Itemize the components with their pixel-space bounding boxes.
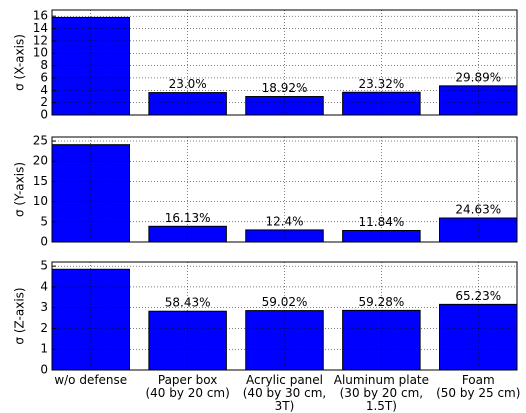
- y-tick-label: 0: [40, 363, 48, 377]
- x-tick-label-line: 1.5T): [366, 399, 397, 413]
- y-tick-label: 10: [33, 194, 48, 208]
- y-tick-label: 3: [40, 300, 48, 314]
- x-tick-label: w/o defense: [54, 373, 127, 387]
- y-tick-label: 25: [33, 134, 48, 148]
- bar-annotation: 12.4%: [265, 214, 303, 228]
- bar-annotation: 16.13%: [165, 211, 211, 225]
- bar-annotation: 59.28%: [358, 295, 404, 309]
- y-axis-label: σ (X-axis): [13, 34, 27, 91]
- y-tick-label: 6: [40, 70, 48, 84]
- plot-frame: [51, 9, 518, 116]
- plot-frame: [51, 136, 518, 243]
- y-tick-label: 12: [33, 33, 48, 47]
- bar: [51, 144, 130, 243]
- y-tick-label: 5: [40, 214, 48, 228]
- x-tick-label: Acrylic panel (40 by 30 cm, 3T): [243, 373, 326, 413]
- y-axis-label: σ (Y-axis): [13, 162, 27, 217]
- x-tick-label-line: Foam: [462, 373, 495, 387]
- y-tick-label: 16: [33, 9, 48, 23]
- bar-annotation: 59.02%: [262, 295, 308, 309]
- y-tick-label: 8: [40, 58, 48, 72]
- y-tick-label: 1: [40, 342, 48, 356]
- x-tick-label-line: Aluminum plate: [334, 373, 429, 387]
- y-tick-label: 14: [33, 21, 48, 35]
- y-tick-label: 2: [40, 321, 48, 335]
- y-tick-label: 10: [33, 46, 48, 60]
- y-axis-label: σ (Z-axis): [13, 287, 27, 344]
- y-tick-label: 2: [40, 95, 48, 109]
- bar-annotation: 29.89%: [455, 70, 501, 84]
- bar: [51, 16, 130, 116]
- y-tick-label: 15: [33, 174, 48, 188]
- x-tick-label-line: Paper box: [158, 373, 218, 387]
- plot-frame: [51, 261, 518, 371]
- y-tick-label: 0: [40, 108, 48, 122]
- bar-annotation: 11.84%: [358, 215, 404, 229]
- x-tick-label-line: (40 by 20 cm): [145, 386, 229, 400]
- x-tick-label-line: (30 by 20 cm,: [340, 386, 423, 400]
- y-tick-label: 5: [40, 259, 48, 273]
- bar-annotation: 65.23%: [455, 289, 501, 303]
- x-tick-label-line: (40 by 30 cm,: [243, 386, 326, 400]
- y-tick-label: 4: [40, 83, 48, 97]
- x-tick-label: Foam (50 by 25 cm): [436, 373, 520, 400]
- x-tick-label-line: (50 by 25 cm): [436, 386, 520, 400]
- y-tick-label: 20: [33, 154, 48, 168]
- x-tick-label: Paper box (40 by 20 cm): [145, 373, 229, 400]
- y-tick-label: 0: [40, 235, 48, 249]
- bar-annotation: 23.0%: [169, 77, 207, 91]
- bar-annotation: 23.32%: [358, 77, 404, 91]
- x-tick-label-line: w/o defense: [54, 373, 127, 387]
- bar-annotation: 24.63%: [455, 203, 501, 217]
- bar-annotation: 58.43%: [165, 296, 211, 310]
- y-tick-label: 4: [40, 279, 48, 293]
- bar: [245, 229, 324, 243]
- bar-annotation: 18.92%: [262, 81, 308, 95]
- x-tick-label-line: Acrylic panel: [246, 373, 323, 387]
- x-tick-label: Aluminum plate (30 by 20 cm, 1.5T): [334, 373, 429, 413]
- x-tick-label-line: 3T): [275, 399, 295, 413]
